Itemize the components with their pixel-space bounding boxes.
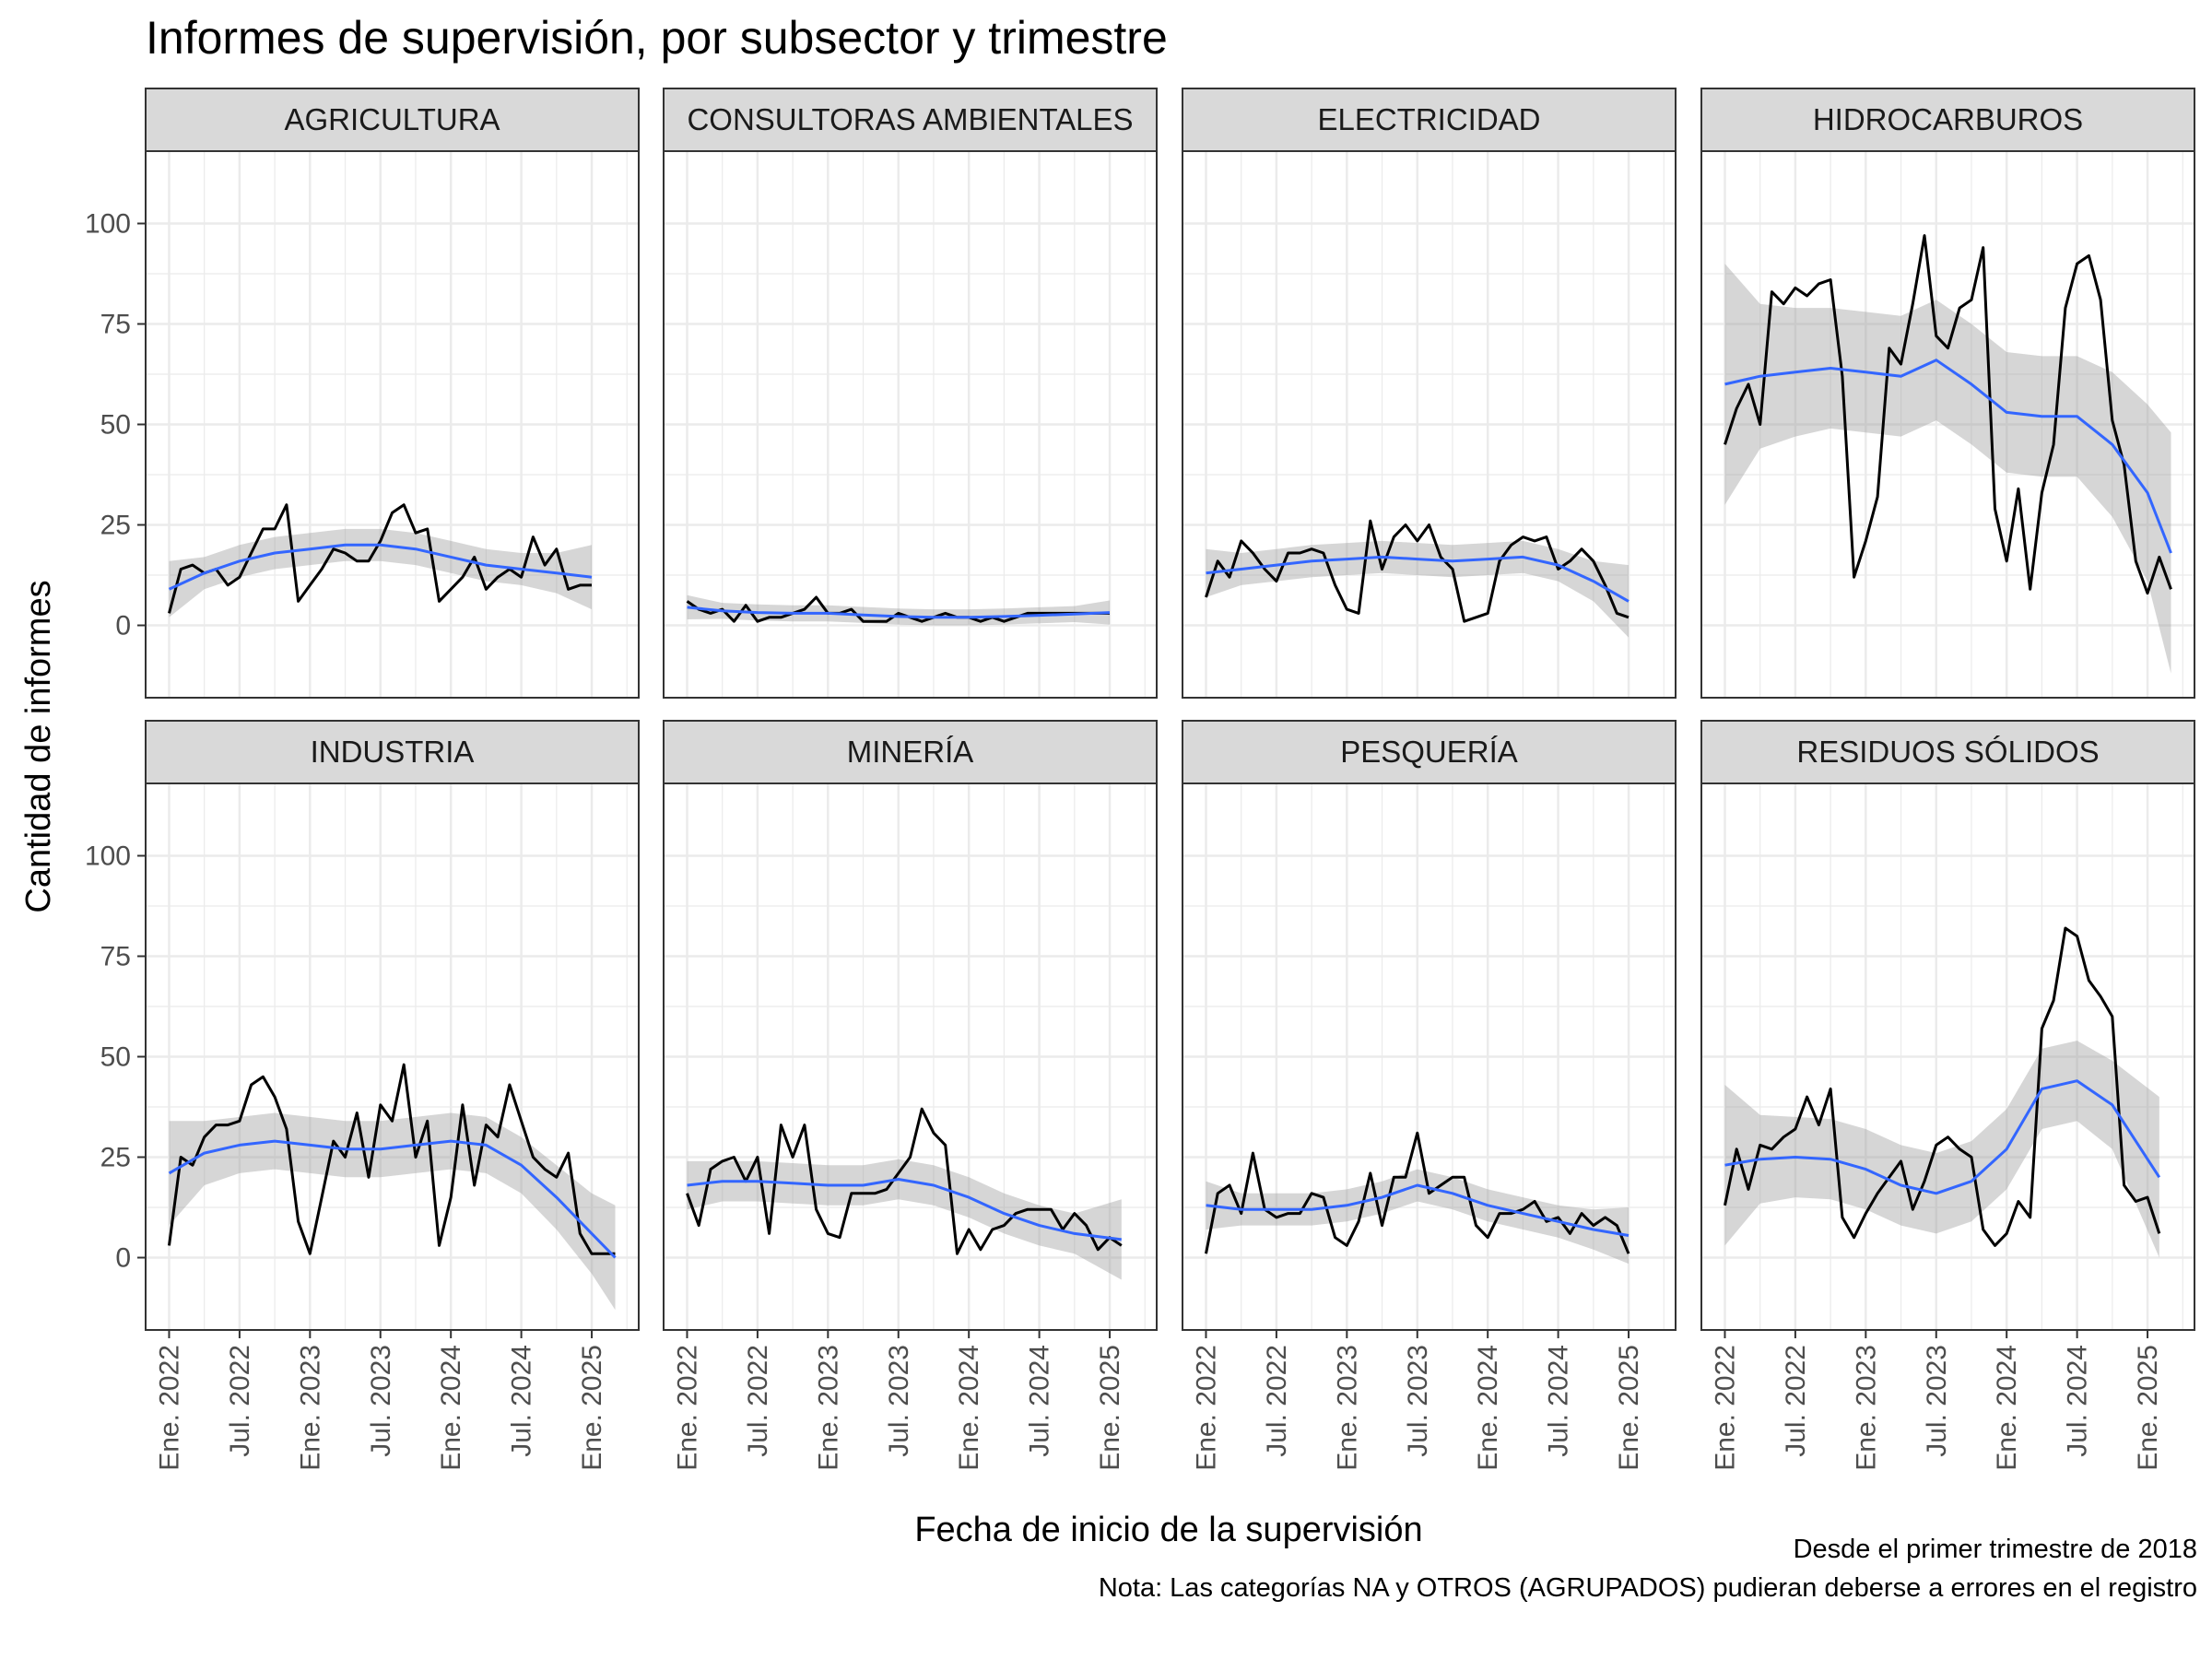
y-tick-label: 25 [100,1143,131,1173]
x-tick-label: Jul. 2022 [1262,1345,1292,1457]
x-tick-label: Jul. 2024 [2063,1345,2093,1457]
smooth-trend-line [687,606,1111,619]
facet-strip-label: AGRICULTURA [284,102,500,136]
x-tick-label: Jul. 2023 [884,1345,914,1457]
observed-series-line [1724,926,2161,1247]
facet-strip [1700,88,2195,152]
facet-strip-label: INDUSTRIA [311,735,475,769]
x-tick-label: Ene. 2024 [954,1345,984,1471]
smooth-trend-line [687,1178,1122,1241]
x-tick-label: Ene. 2023 [1332,1345,1362,1471]
facet-strip [663,720,1158,784]
facet-panel: HIDROCARBUROS [1700,88,2195,699]
facet-strip [663,88,1158,152]
chart-title: Informes de supervisión, por subsector y… [146,12,1168,64]
smooth-trend-line [168,1139,617,1259]
x-tick-label: Ene. 2024 [1473,1345,1503,1471]
observed-series-line [168,503,592,614]
smooth-trend-line [1724,1079,2161,1195]
observed-series-line [1724,234,2172,595]
facet-strip [145,720,640,784]
facet-strip [1182,88,1677,152]
x-tick-label: Jul. 2023 [366,1345,396,1457]
panel-border [663,150,1158,699]
facet-strip-label: ELECTRICIDAD [1317,102,1540,136]
x-tick-label: Ene. 2024 [1992,1345,2022,1471]
y-tick-label: 75 [100,941,131,971]
x-tick-label: Jul. 2023 [1403,1345,1433,1457]
x-tick-label: Jul. 2024 [1025,1345,1055,1457]
x-tick-label: Jul. 2024 [1544,1345,1574,1457]
facet-strip-label: RESIDUOS SÓLIDOS [1796,735,2099,769]
facet-panel: RESIDUOS SÓLIDOS Ene. 2022 Jul. 2022 Ene. 2… [1700,720,2195,1471]
facet-strip [1700,720,2195,784]
x-tick-label: Ene. 2023 [1851,1345,1881,1471]
facet-strip-label: HIDROCARBUROS [1813,102,2083,136]
panel-border [1700,782,2195,1331]
observed-series-line [686,1107,1123,1255]
smooth-trend-line [1206,555,1630,603]
smooth-trend-line [1206,1183,1630,1237]
panel-border [1182,150,1677,699]
confidence-band [1724,1041,2159,1258]
y-tick-label: 0 [115,611,131,641]
x-tick-label: Ene. 2022 [155,1345,185,1471]
observed-series-line [1205,519,1630,623]
facet-panels: AGRICULTURA 0 25 50 75 100 CONSULTORAS AMBIENT… [85,88,2195,1471]
y-axis-title: Cantidad de informes [19,580,58,912]
x-tick-label: Ene. 2022 [673,1345,703,1471]
y-tick-label: 50 [100,410,131,441]
x-tick-label: Jul. 2022 [1781,1345,1811,1457]
facet-panel: PESQUERÍA Ene. 2022 Jul. 2022 Ene. 2023 Jul.… [1182,720,1677,1471]
confidence-band [169,1112,616,1311]
facet-panel: MINERÍA Ene. 2022 Jul. 2022 Ene. 2023 Jul. 2… [663,720,1158,1471]
smooth-trend-line [168,543,593,591]
panel-border [1700,150,2195,699]
observed-series-line [686,595,1110,623]
x-tick-label: Ene. 2025 [1614,1345,1644,1471]
smooth-trend-line [1724,359,2172,554]
x-tick-label: Ene. 2024 [436,1345,466,1471]
panel-border [663,782,1158,1331]
caption-source: Desde el primer trimestre de 2018 [1794,1535,2197,1564]
y-tick-label: 25 [100,511,131,541]
x-tick-label: Ene. 2025 [2133,1345,2163,1471]
facet-panel: INDUSTRIA 0 25 50 75 100 Ene. 2022 Jul. 2022 Ene… [85,720,640,1471]
y-tick-label: 0 [115,1243,131,1274]
y-tick-label: 50 [100,1042,131,1073]
x-tick-label: Jul. 2022 [743,1345,773,1457]
facet-panel: CONSULTORAS AMBIENTALES [663,88,1158,699]
x-tick-label: Ene. 2025 [577,1345,607,1471]
y-tick-label: 100 [85,208,131,239]
confidence-band [1206,540,1629,638]
facet-panel: AGRICULTURA 0 25 50 75 100 [85,88,640,699]
x-tick-label: Ene. 2022 [1192,1345,1222,1471]
facet-strip-label: PESQUERÍA [1340,735,1518,769]
caption-note: Nota: Las categorías NA y OTROS (AGRUPAD… [1099,1573,2197,1603]
observed-series-line [168,1063,616,1255]
panel-border [1182,782,1677,1331]
x-tick-label: Ene. 2025 [1095,1345,1125,1471]
confidence-band [687,1159,1122,1280]
facet-strip [145,88,640,152]
facet-strip-label: CONSULTORAS AMBIENTALES [687,102,1133,136]
x-tick-label: Jul. 2023 [1922,1345,1952,1457]
facet-strip-label: MINERÍA [847,735,974,769]
observed-series-line [1205,1131,1630,1254]
x-tick-label: Jul. 2022 [225,1345,255,1457]
facet-panel: ELECTRICIDAD [1182,88,1677,699]
x-tick-label: Jul. 2024 [507,1345,537,1457]
confidence-band [169,528,592,618]
x-axis-title: Fecha de inicio de la supervisión [914,1511,1422,1549]
x-tick-label: Ene. 2023 [295,1345,325,1471]
x-tick-label: Ene. 2022 [1711,1345,1741,1471]
y-tick-label: 100 [85,841,131,871]
x-tick-label: Ene. 2023 [813,1345,843,1471]
y-tick-label: 75 [100,309,131,339]
